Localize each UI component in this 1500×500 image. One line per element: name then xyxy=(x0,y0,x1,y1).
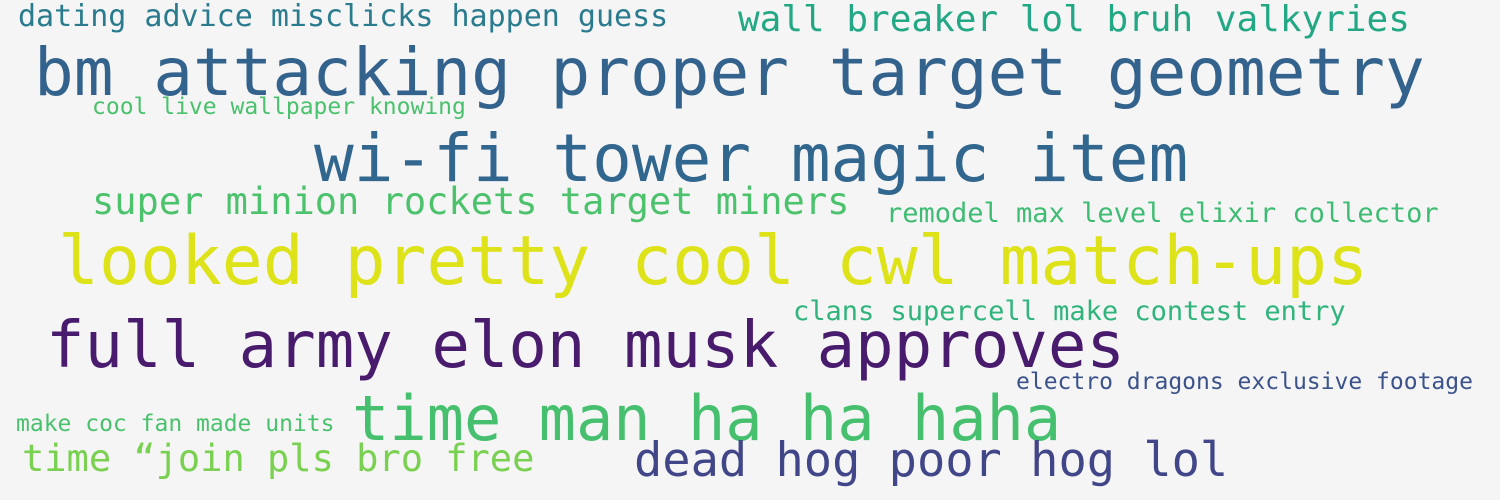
word: clans supercell make contest entry xyxy=(793,296,1346,327)
word: remodel max level elixir collector xyxy=(886,198,1439,229)
word: super minion rockets target miners xyxy=(92,180,850,223)
word: bm attacking proper target geometry xyxy=(34,34,1425,111)
word: looked pretty cool cwl match-ups xyxy=(58,222,1369,301)
word: time man ha ha haha xyxy=(352,382,1062,455)
word: wi-fi tower magic item xyxy=(314,120,1189,197)
word: wall breaker lol bruh valkyries xyxy=(738,0,1410,40)
word: cool live wallpaper knowing xyxy=(92,94,466,120)
word: dead hog poor hog lol xyxy=(634,433,1229,488)
word: make coc fan made units xyxy=(16,411,335,437)
word: time “join pls bro free xyxy=(22,437,535,480)
word: dating advice misclicks happen guess xyxy=(18,0,669,34)
word: electro dragons exclusive footage xyxy=(1016,369,1473,395)
word: full army elon musk approves xyxy=(46,309,1125,383)
